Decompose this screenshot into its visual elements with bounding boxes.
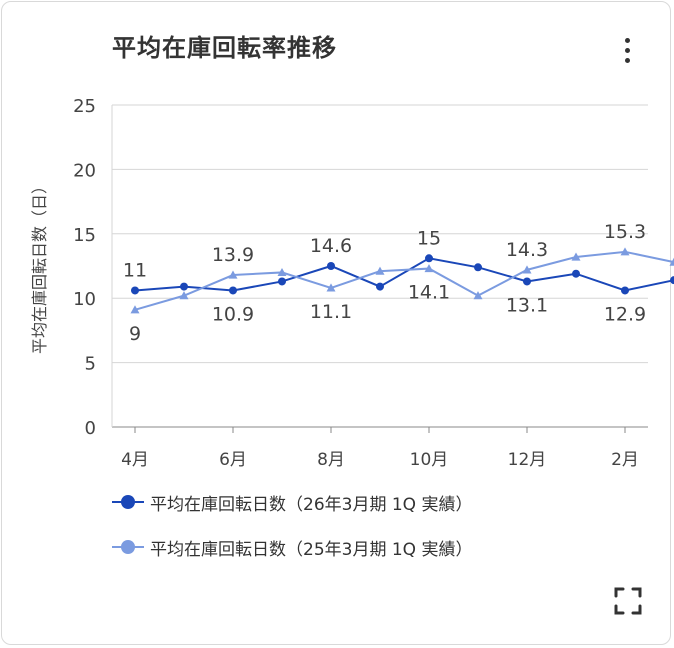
legend-swatch-series-1 bbox=[112, 492, 144, 512]
legend-label-series-1: 平均在庫回転日数（26年3月期 1Q 実績） bbox=[150, 494, 473, 515]
legend-item-series-2[interactable]: 平均在庫回転日数（25年3月期 1Q 実績） bbox=[112, 535, 473, 560]
legend-swatch-series-2 bbox=[112, 537, 144, 557]
card-title: 平均在庫回転率推移 bbox=[112, 34, 337, 62]
legend-label-series-2: 平均在庫回転日数（25年3月期 1Q 実績） bbox=[150, 539, 473, 560]
legend-item-series-1[interactable]: 平均在庫回転日数（26年3月期 1Q 実績） bbox=[112, 490, 473, 515]
more-vert-icon[interactable] bbox=[614, 34, 640, 68]
fullscreen-icon[interactable] bbox=[613, 586, 643, 616]
